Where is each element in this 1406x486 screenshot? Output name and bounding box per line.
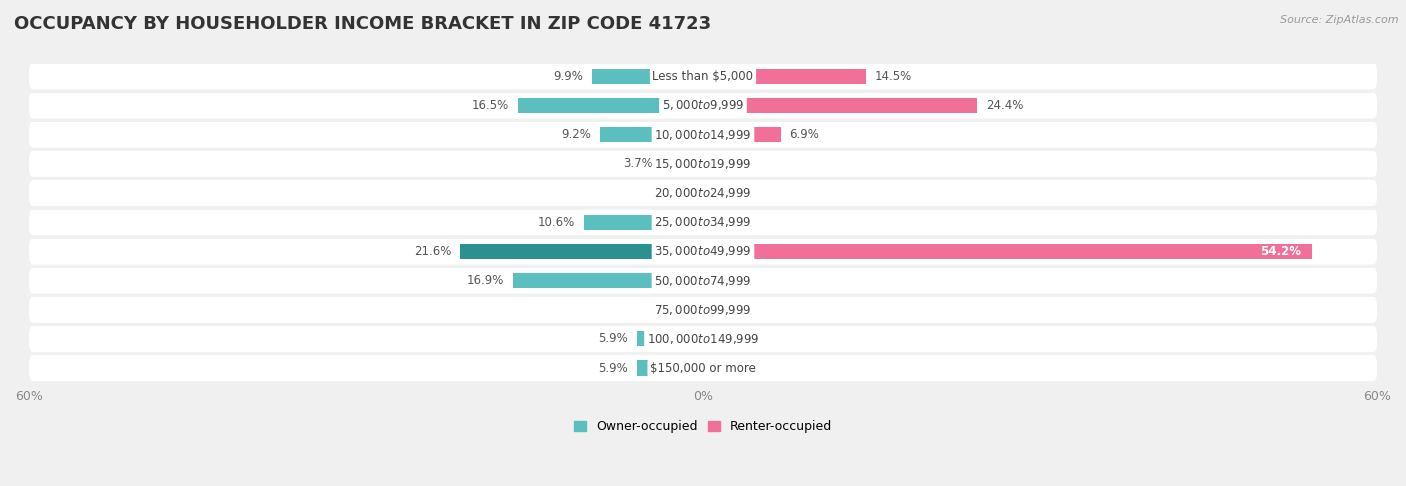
- Text: OCCUPANCY BY HOUSEHOLDER INCOME BRACKET IN ZIP CODE 41723: OCCUPANCY BY HOUSEHOLDER INCOME BRACKET …: [14, 15, 711, 33]
- Text: 9.2%: 9.2%: [561, 128, 591, 141]
- Text: 0.0%: 0.0%: [714, 362, 744, 375]
- Text: 5.9%: 5.9%: [598, 332, 627, 346]
- Text: $75,000 to $99,999: $75,000 to $99,999: [654, 303, 752, 317]
- Bar: [592, 69, 703, 84]
- FancyBboxPatch shape: [30, 180, 1376, 206]
- Text: 10.6%: 10.6%: [537, 216, 575, 229]
- Text: 21.6%: 21.6%: [413, 245, 451, 258]
- Bar: [703, 69, 866, 84]
- Text: 54.2%: 54.2%: [1260, 245, 1301, 258]
- Bar: [703, 98, 977, 113]
- FancyBboxPatch shape: [30, 355, 1376, 381]
- Text: $150,000 or more: $150,000 or more: [650, 362, 756, 375]
- FancyBboxPatch shape: [30, 122, 1376, 148]
- Text: Less than $5,000: Less than $5,000: [652, 70, 754, 83]
- Text: 3.7%: 3.7%: [623, 157, 652, 170]
- Text: 24.4%: 24.4%: [986, 99, 1024, 112]
- Text: $10,000 to $14,999: $10,000 to $14,999: [654, 128, 752, 141]
- Bar: [599, 127, 703, 142]
- Text: $100,000 to $149,999: $100,000 to $149,999: [647, 332, 759, 346]
- Bar: [703, 127, 780, 142]
- Bar: [517, 98, 703, 113]
- Text: 6.9%: 6.9%: [790, 128, 820, 141]
- FancyBboxPatch shape: [30, 92, 1376, 119]
- Text: 0.0%: 0.0%: [714, 303, 744, 316]
- FancyBboxPatch shape: [30, 151, 1376, 177]
- FancyBboxPatch shape: [30, 238, 1376, 264]
- FancyBboxPatch shape: [30, 63, 1376, 89]
- FancyBboxPatch shape: [30, 296, 1376, 323]
- FancyBboxPatch shape: [30, 267, 1376, 294]
- Text: 0.0%: 0.0%: [714, 332, 744, 346]
- Bar: [583, 215, 703, 230]
- Text: 9.9%: 9.9%: [553, 70, 583, 83]
- FancyBboxPatch shape: [30, 209, 1376, 235]
- Text: $5,000 to $9,999: $5,000 to $9,999: [662, 99, 744, 112]
- Text: 0.0%: 0.0%: [714, 274, 744, 287]
- Text: 16.5%: 16.5%: [471, 99, 509, 112]
- Bar: [460, 244, 703, 259]
- Text: $50,000 to $74,999: $50,000 to $74,999: [654, 274, 752, 288]
- Bar: [661, 156, 703, 172]
- FancyBboxPatch shape: [30, 326, 1376, 352]
- Text: 14.5%: 14.5%: [875, 70, 912, 83]
- Text: $25,000 to $34,999: $25,000 to $34,999: [654, 215, 752, 229]
- Text: 0.0%: 0.0%: [714, 157, 744, 170]
- Text: 0.0%: 0.0%: [662, 187, 692, 199]
- Text: 0.0%: 0.0%: [714, 216, 744, 229]
- Text: 5.9%: 5.9%: [598, 362, 627, 375]
- Text: $20,000 to $24,999: $20,000 to $24,999: [654, 186, 752, 200]
- Bar: [703, 244, 1312, 259]
- Text: 16.9%: 16.9%: [467, 274, 505, 287]
- Bar: [637, 331, 703, 347]
- Text: $35,000 to $49,999: $35,000 to $49,999: [654, 244, 752, 259]
- Bar: [513, 273, 703, 288]
- Text: 0.0%: 0.0%: [662, 303, 692, 316]
- Text: $15,000 to $19,999: $15,000 to $19,999: [654, 157, 752, 171]
- Legend: Owner-occupied, Renter-occupied: Owner-occupied, Renter-occupied: [568, 415, 838, 438]
- Text: 0.0%: 0.0%: [714, 187, 744, 199]
- Bar: [637, 361, 703, 376]
- Text: Source: ZipAtlas.com: Source: ZipAtlas.com: [1281, 15, 1399, 25]
